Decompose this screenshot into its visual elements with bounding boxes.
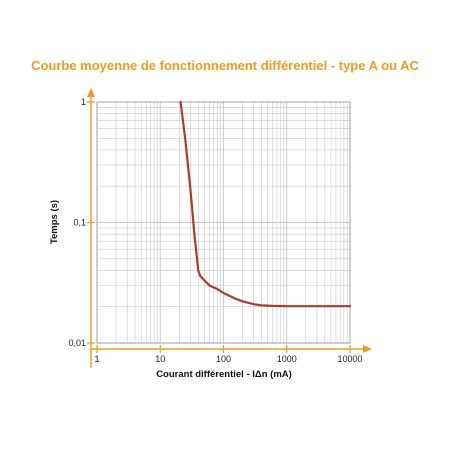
x-axis-arrow — [363, 345, 372, 353]
x-tick-label: 10 — [155, 354, 165, 364]
axes — [87, 88, 372, 368]
x-tick-label: 1000 — [277, 354, 297, 364]
y-axis-label: Temps (s) — [49, 200, 60, 244]
plot-border — [96, 101, 351, 344]
tick-labels: 1 10 100 1000 10000 0,01 0,1 1 — [68, 97, 362, 364]
x-tick-label: 100 — [216, 354, 231, 364]
y-tick-label: 0,1 — [73, 218, 86, 228]
series-group — [179, 100, 352, 308]
y-tick-label: 0,01 — [68, 338, 86, 348]
chart-title: Courbe moyenne de fonctionnement différe… — [31, 58, 419, 73]
series-line — [179, 100, 352, 308]
y-tick-label: 1 — [81, 97, 86, 107]
x-axis-label: Courant différentiel - IΔn (mA) — [156, 369, 292, 380]
y-axis-arrow — [87, 88, 95, 97]
x-tick-label: 10000 — [337, 354, 362, 364]
x-tick-label: 1 — [94, 354, 99, 364]
